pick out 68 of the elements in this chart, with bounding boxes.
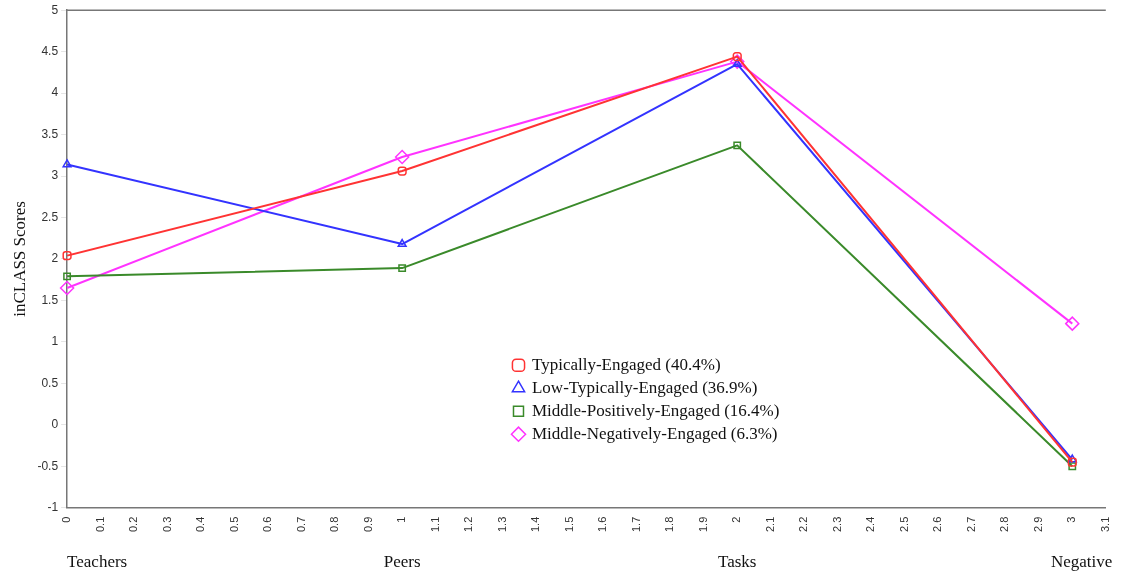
y-tick-label: 3 <box>51 168 59 183</box>
x-tick-label: 2.4 <box>864 516 877 533</box>
point <box>59 280 75 296</box>
point <box>63 272 72 281</box>
legend-label: Low-Typically-Engaged (36.9%) <box>531 377 758 397</box>
x-tick-label: 1.7 <box>629 516 642 533</box>
x-tick-label: 2.9 <box>1031 516 1044 533</box>
point <box>1067 457 1077 467</box>
y-tick-label: 0.5 <box>41 375 59 390</box>
point <box>1065 316 1080 331</box>
text: Tasks <box>717 552 757 571</box>
x-tick-label: 3.1 <box>1098 516 1111 533</box>
text: Negative <box>1050 552 1113 571</box>
x-tick-label: 1.3 <box>495 516 508 533</box>
x-tick-label: 0 <box>60 516 73 523</box>
text: Teachers <box>67 552 128 571</box>
point <box>729 54 745 69</box>
y-tick-label: -0.5 <box>37 458 59 473</box>
y-tick-label: 4 <box>51 85 59 100</box>
point <box>394 149 410 165</box>
x-tick-label: 1.4 <box>529 516 542 533</box>
legend-label: Middle-Negatively-Engaged (6.3%) <box>531 423 778 443</box>
x-tick-label: 2.5 <box>897 516 910 533</box>
x-tick-label: 2.3 <box>830 516 843 533</box>
x-tick-label: 0.6 <box>261 516 274 533</box>
y-tick-label: -1 <box>47 500 59 515</box>
x-tick-label: 2.6 <box>931 516 944 533</box>
x-tick-label: 1.5 <box>562 516 575 533</box>
y-tick-label: 2.5 <box>41 209 59 224</box>
point <box>1067 454 1077 463</box>
x-tick-label: 2.1 <box>763 516 776 533</box>
x-tick-label: 0.8 <box>328 516 341 533</box>
x-tick-label: 0.2 <box>127 516 140 533</box>
point <box>62 251 72 261</box>
legend-label: Typically-Engaged (40.4%) <box>531 354 721 374</box>
x-tick-label: 1.9 <box>696 516 709 533</box>
x-tick-label: 2.7 <box>964 516 977 533</box>
point <box>397 166 407 176</box>
x-tick-label: 2.8 <box>998 516 1011 533</box>
y-tick-label: 5 <box>51 2 59 17</box>
y-tick-label: 3.5 <box>41 126 59 141</box>
x-tick-label: 2 <box>730 516 743 523</box>
point <box>398 264 407 273</box>
y-tick-label: 1 <box>51 334 59 349</box>
point <box>733 141 742 150</box>
y-axis-title: inCLASS Scores <box>9 201 29 317</box>
x-tick-label: 1.2 <box>462 516 475 533</box>
x-tick-label: 0.7 <box>294 516 307 533</box>
point <box>1068 462 1077 471</box>
x-tick-label: 1.8 <box>663 516 676 533</box>
point <box>62 159 72 168</box>
x-tick-label: 1.1 <box>428 516 441 533</box>
point <box>397 238 407 248</box>
y-tick-label: 4.5 <box>41 43 59 58</box>
x-tick-label: 3 <box>1065 516 1078 523</box>
x-tick-label: 0.4 <box>194 516 207 533</box>
x-tick-label: 0.9 <box>361 516 374 533</box>
x-tick-label: 1 <box>395 516 408 523</box>
x-tick-label: 0.3 <box>160 516 173 533</box>
y-tick-label: 0 <box>51 417 59 432</box>
legend-label: Middle-Positively-Engaged (16.4%) <box>531 400 780 420</box>
y-tick-label: 2 <box>51 251 59 266</box>
x-tick-label: 2.2 <box>797 516 810 533</box>
y-tick-label: 1.5 <box>41 292 59 307</box>
x-tick-label: 1.6 <box>596 516 609 533</box>
text: Peers <box>383 552 421 571</box>
x-tick-label: 0.5 <box>227 516 240 533</box>
x-tick-label: 0.1 <box>93 516 106 533</box>
